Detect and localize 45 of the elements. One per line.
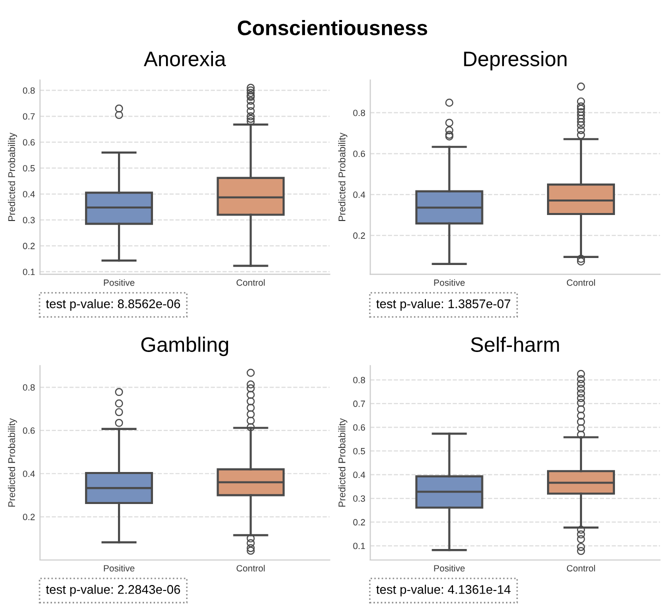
y-tick-label: 0.3 xyxy=(353,495,366,502)
text: test p-value: 4.1361e-14 xyxy=(376,584,511,596)
chart-title: Anorexia xyxy=(144,51,226,66)
y-tick-label: 0.6 xyxy=(353,150,366,157)
y-tick-label: 0.6 xyxy=(22,427,35,434)
y-tick-label: 0.1 xyxy=(353,542,365,550)
x-tick-label: Positive xyxy=(434,564,465,572)
chart-title: Depression xyxy=(464,51,566,70)
y-tick-label: 0.7 xyxy=(22,113,35,120)
y-axis-title: Predicted Probability xyxy=(8,132,18,221)
y-tick-label: 0.2 xyxy=(353,519,365,526)
y-tick-label: 0.8 xyxy=(22,384,35,391)
text: test p-value: 2.2843e-06 xyxy=(46,584,180,596)
y-tick-label: 0.5 xyxy=(22,165,35,172)
y-axis-title: Predicted Probability xyxy=(338,418,348,507)
y-tick-label: 0.4 xyxy=(353,192,366,198)
y-tick-label: 0.8 xyxy=(22,87,35,94)
y-tick-label: 0.2 xyxy=(353,232,365,239)
x-tick-label: Control xyxy=(236,564,265,572)
y-tick-label: 0.4 xyxy=(22,470,35,477)
text: test p-value: 8.8562e-06 xyxy=(46,299,180,311)
y-tick-label: 0.3 xyxy=(22,216,35,224)
x-tick-label: Positive xyxy=(104,279,134,286)
y-tick-label: 0.7 xyxy=(353,400,365,407)
x-tick-label: Control xyxy=(566,564,595,572)
y-tick-label: 0.8 xyxy=(353,376,366,384)
y-tick-label: 0.6 xyxy=(353,424,366,431)
y-tick-label: 0.6 xyxy=(22,139,35,146)
y-tick-label: 0.5 xyxy=(353,448,366,454)
x-tick-label: Positive xyxy=(434,279,465,286)
y-axis-title: Predicted Probability xyxy=(338,132,348,221)
chart-title: Gambling xyxy=(141,336,228,356)
y-axis-title: Predicted Probability xyxy=(8,418,18,507)
chart-title: Self-harm xyxy=(470,336,559,352)
y-tick-label: 0.2 xyxy=(22,514,35,520)
y-tick-label: 0.1 xyxy=(22,268,35,276)
x-tick-label: Control xyxy=(566,279,595,286)
chart-subtitle: Conscientiousness xyxy=(238,20,428,36)
y-tick-label: 0.4 xyxy=(353,472,366,478)
x-tick-label: Control xyxy=(236,279,265,286)
y-tick-label: 0.8 xyxy=(353,110,366,116)
text: test p-value: 1.3857e-07 xyxy=(376,299,510,311)
y-tick-label: 0.4 xyxy=(22,190,35,198)
y-tick-label: 0.2 xyxy=(22,242,35,250)
x-tick-label: Positive xyxy=(104,564,134,572)
